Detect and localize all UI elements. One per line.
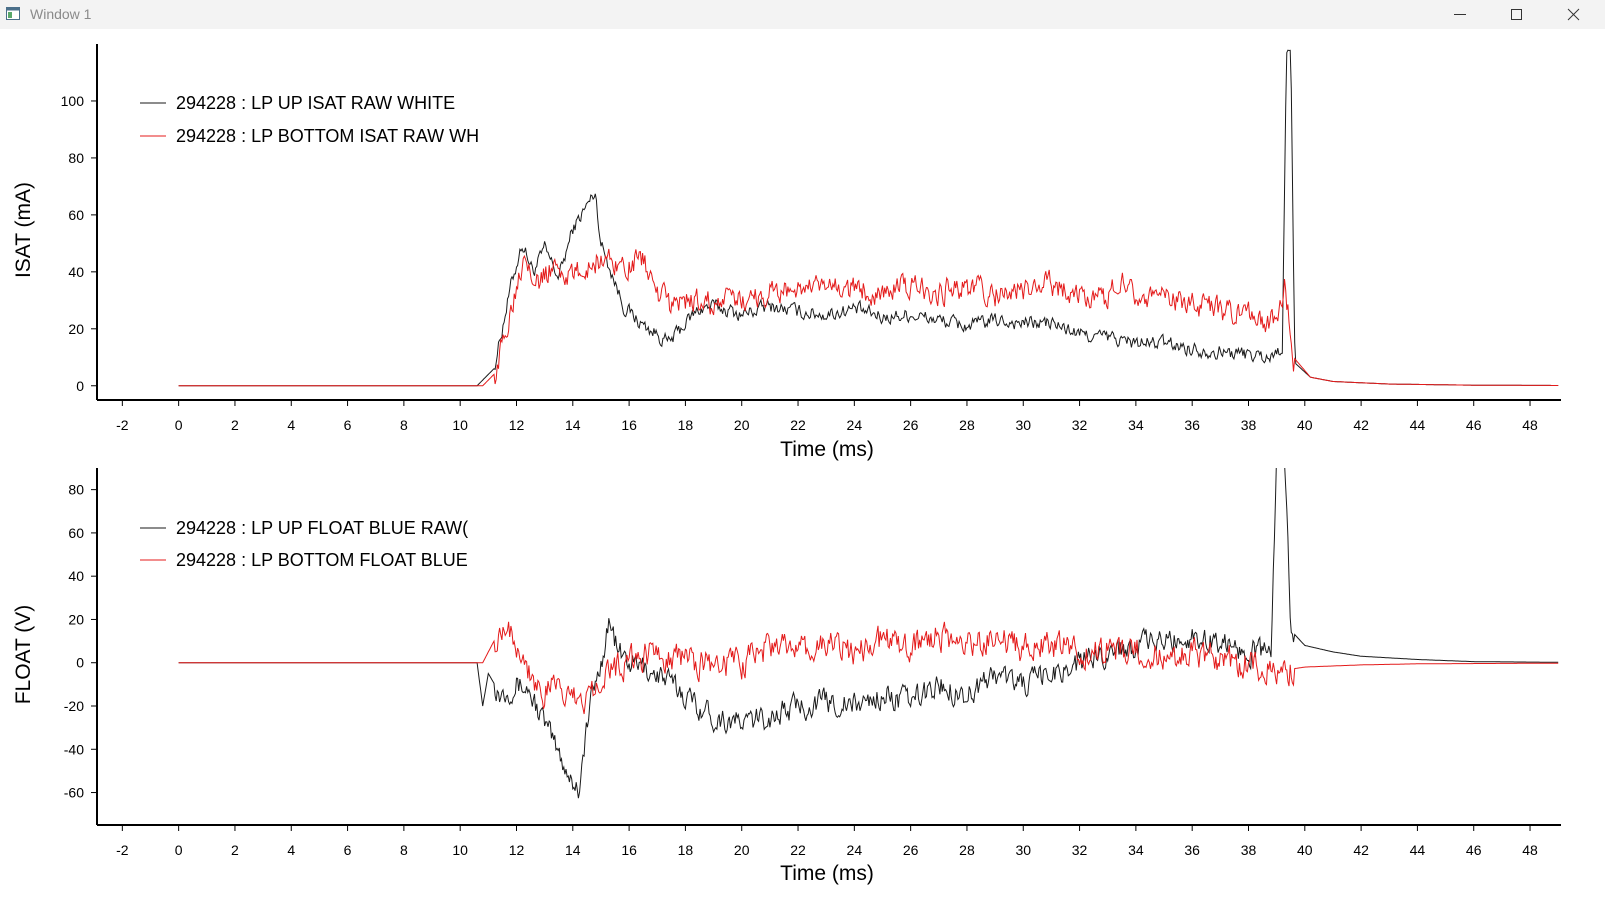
y-tick-label: 60 <box>68 525 84 541</box>
x-tick-label: 0 <box>175 842 183 858</box>
y-tick-label: -40 <box>64 741 84 757</box>
x-tick-label: 32 <box>1072 417 1088 433</box>
x-tick-label: 10 <box>452 842 468 858</box>
x-tick-label: 14 <box>565 842 581 858</box>
x-tick-label: 28 <box>959 417 975 433</box>
x-tick-label: 14 <box>565 417 581 433</box>
chart-1: 294228 : LP UP ISAT RAW WHITE 294228 : LP… <box>12 44 1561 461</box>
x-tick-label: 12 <box>509 417 525 433</box>
x-tick-label: 12 <box>509 842 525 858</box>
x-tick-label: -2 <box>116 842 129 858</box>
x-tick-label: -2 <box>116 417 129 433</box>
x-tick-label: 2 <box>231 842 239 858</box>
legend-label: 294228 : LP UP ISAT RAW WHITE <box>176 93 455 113</box>
x-tick-label: 38 <box>1241 417 1257 433</box>
x-tick-label: 6 <box>344 417 352 433</box>
close-icon <box>1567 8 1580 21</box>
x-tick-label: 18 <box>678 842 694 858</box>
x-tick-label: 8 <box>400 417 408 433</box>
x-tick-label: 16 <box>621 417 637 433</box>
y-tick-label: 0 <box>76 378 84 394</box>
x-tick-label: 10 <box>452 417 468 433</box>
x-tick-label: 24 <box>847 842 863 858</box>
legend-label: 294228 : LP BOTTOM ISAT RAW WH <box>176 126 479 146</box>
y-tick-label: 40 <box>68 568 84 584</box>
x-tick-label: 42 <box>1353 842 1369 858</box>
y-tick-label: 20 <box>68 611 84 627</box>
x-axis-label: Time (ms) <box>780 438 874 461</box>
x-tick-label: 22 <box>790 417 806 433</box>
maximize-icon <box>1511 9 1522 20</box>
x-tick-label: 26 <box>903 842 919 858</box>
x-tick-label: 36 <box>1184 417 1200 433</box>
charts-canvas: 294228 : LP UP ISAT RAW WHITE 294228 : LP… <box>12 44 1561 885</box>
y-tick-label: 100 <box>61 93 85 109</box>
x-tick-label: 20 <box>734 417 750 433</box>
x-tick-label: 30 <box>1015 417 1031 433</box>
y-tick-label: -60 <box>64 785 84 801</box>
title-bar: Window 1 <box>0 0 1605 29</box>
close-button[interactable] <box>1551 0 1597 29</box>
x-axis-label: Time (ms) <box>780 862 874 885</box>
x-tick-label: 34 <box>1128 417 1144 433</box>
x-tick-label: 46 <box>1466 842 1482 858</box>
x-tick-label: 8 <box>400 842 408 858</box>
x-tick-label: 36 <box>1184 842 1200 858</box>
x-tick-label: 28 <box>959 842 975 858</box>
y-axis-label: ISAT (mA) <box>12 182 35 278</box>
x-tick-label: 24 <box>847 417 863 433</box>
x-tick-label: 26 <box>903 417 919 433</box>
x-tick-label: 22 <box>790 842 806 858</box>
y-tick-label: 0 <box>76 655 84 671</box>
series-line-bottom <box>178 248 1559 387</box>
y-tick-label: 60 <box>68 207 84 223</box>
x-tick-label: 4 <box>287 417 295 433</box>
plot-area: 294228 : LP UP ISAT RAW WHITE 294228 : LP… <box>0 29 1605 910</box>
x-tick-label: 0 <box>175 417 183 433</box>
x-tick-label: 16 <box>621 842 637 858</box>
x-tick-label: 40 <box>1297 842 1313 858</box>
x-tick-label: 48 <box>1522 842 1538 858</box>
x-tick-label: 20 <box>734 842 750 858</box>
window-title: Window 1 <box>30 6 92 22</box>
x-tick-label: 48 <box>1522 417 1538 433</box>
x-tick-label: 4 <box>287 842 295 858</box>
minimize-icon <box>1454 14 1466 15</box>
maximize-button[interactable] <box>1494 0 1540 29</box>
y-axis-label: FLOAT (V) <box>12 605 35 705</box>
x-tick-label: 46 <box>1466 417 1482 433</box>
x-tick-label: 34 <box>1128 842 1144 858</box>
y-tick-label: 20 <box>68 321 84 337</box>
x-tick-label: 30 <box>1015 842 1031 858</box>
series-line-up <box>178 468 1559 799</box>
legend-label: 294228 : LP UP FLOAT BLUE RAW( <box>176 518 468 538</box>
x-tick-label: 42 <box>1353 417 1369 433</box>
chart-2: 294228 : LP UP FLOAT BLUE RAW( 294228 : L… <box>12 468 1561 885</box>
y-tick-label: -20 <box>64 698 84 714</box>
legend-label: 294228 : LP BOTTOM FLOAT BLUE <box>176 550 468 570</box>
x-tick-label: 32 <box>1072 842 1088 858</box>
series-line-bottom <box>178 621 1559 715</box>
x-tick-label: 18 <box>678 417 694 433</box>
y-tick-label: 80 <box>68 482 84 498</box>
x-tick-label: 44 <box>1410 842 1426 858</box>
minimize-button[interactable] <box>1437 0 1483 29</box>
y-tick-label: 40 <box>68 264 84 280</box>
x-tick-label: 6 <box>344 842 352 858</box>
y-tick-label: 80 <box>68 150 84 166</box>
x-tick-label: 44 <box>1410 417 1426 433</box>
x-tick-label: 38 <box>1241 842 1257 858</box>
x-tick-label: 40 <box>1297 417 1313 433</box>
app-window-icon <box>6 7 20 20</box>
x-tick-label: 2 <box>231 417 239 433</box>
